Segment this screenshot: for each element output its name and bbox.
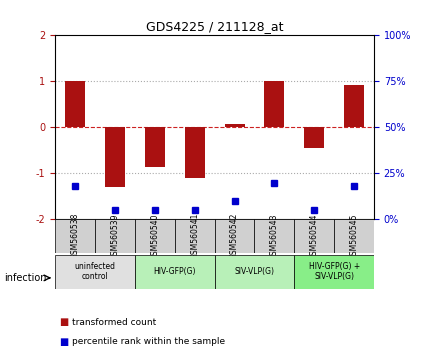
FancyBboxPatch shape [255, 219, 294, 253]
Text: SIV-VLP(G): SIV-VLP(G) [235, 267, 275, 276]
FancyBboxPatch shape [215, 219, 255, 253]
FancyBboxPatch shape [175, 219, 215, 253]
FancyBboxPatch shape [215, 255, 294, 289]
Bar [105, 127, 125, 187]
FancyBboxPatch shape [135, 255, 215, 289]
Bar [224, 124, 244, 127]
Text: GSM560541: GSM560541 [190, 213, 199, 259]
Text: GSM560545: GSM560545 [350, 213, 359, 259]
Text: percentile rank within the sample: percentile rank within the sample [72, 337, 225, 346]
Text: ■: ■ [60, 317, 69, 327]
FancyBboxPatch shape [55, 255, 135, 289]
Text: GSM560540: GSM560540 [150, 213, 159, 259]
Bar [145, 127, 165, 167]
FancyBboxPatch shape [135, 219, 175, 253]
FancyBboxPatch shape [95, 219, 135, 253]
Text: GSM560542: GSM560542 [230, 213, 239, 259]
Bar [264, 81, 284, 127]
Text: GSM560538: GSM560538 [71, 213, 79, 259]
FancyBboxPatch shape [55, 219, 95, 253]
Title: GDS4225 / 211128_at: GDS4225 / 211128_at [146, 20, 283, 33]
Text: infection: infection [4, 273, 47, 283]
Text: GSM560539: GSM560539 [110, 213, 119, 259]
FancyBboxPatch shape [294, 219, 334, 253]
FancyBboxPatch shape [294, 255, 374, 289]
Text: HIV-GFP(G): HIV-GFP(G) [153, 267, 196, 276]
Bar [65, 81, 85, 127]
Text: GSM560543: GSM560543 [270, 213, 279, 259]
Text: HIV-GFP(G) +
SIV-VLP(G): HIV-GFP(G) + SIV-VLP(G) [309, 262, 360, 281]
Bar [344, 85, 364, 127]
Text: uninfected
control: uninfected control [75, 262, 116, 281]
Text: ■: ■ [60, 337, 69, 347]
FancyBboxPatch shape [334, 219, 374, 253]
Text: GSM560544: GSM560544 [310, 213, 319, 259]
Bar [304, 127, 324, 148]
Bar [185, 127, 205, 178]
Text: transformed count: transformed count [72, 318, 156, 327]
